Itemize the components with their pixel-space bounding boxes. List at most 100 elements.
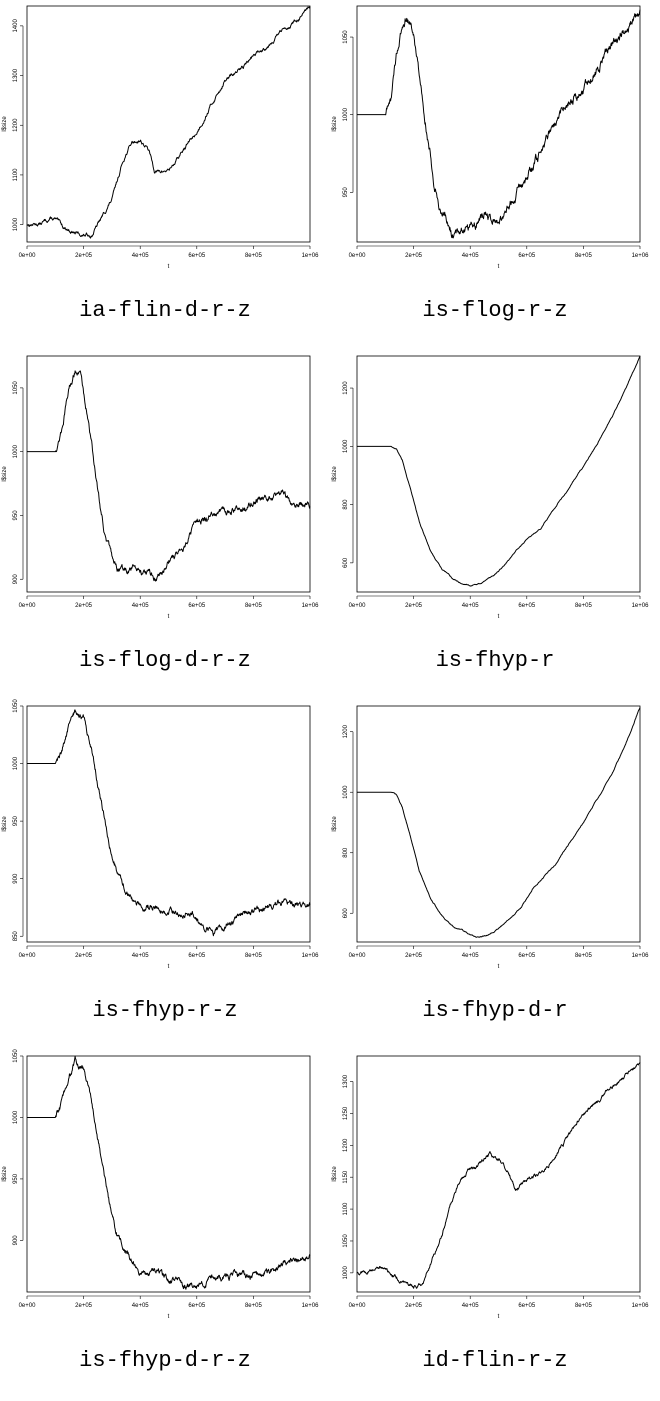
y-tick-label: 1250 (343, 1106, 349, 1120)
plot-frame (356, 5, 641, 243)
series-line (26, 370, 311, 582)
y-axis-title: l$size (2, 816, 8, 832)
series-line (356, 9, 641, 239)
chart-caption: is-fhyp-r (435, 648, 555, 673)
x-tick-label: 4e+05 (462, 953, 480, 959)
x-tick-label: 4e+05 (462, 603, 480, 609)
x-tick-label: 0e+00 (19, 253, 37, 259)
x-axis-title: t (498, 964, 500, 970)
chart-caption: is-flog-r-z (422, 298, 568, 323)
chart-svg: 0e+00 2e+05 4e+05 6e+05 8e+05 1e+06 900 950 1000… (2, 355, 320, 620)
x-tick-label: 8e+05 (575, 253, 593, 259)
x-axis-title: t (498, 614, 500, 620)
x-axis-title: t (168, 1314, 170, 1320)
x-tick-label: 8e+05 (575, 953, 593, 959)
chart-panel: 0e+00 2e+05 4e+05 6e+05 8e+05 1e+06 900 950 1000… (0, 1049, 330, 1400)
x-tick-label: 4e+05 (132, 953, 150, 959)
chart-caption: ia-flin-d-r-z (79, 298, 251, 323)
x-tick-label: 8e+05 (245, 603, 263, 609)
x-tick-label: 0e+00 (19, 1303, 37, 1309)
plot-frame (356, 1055, 641, 1293)
x-tick-label: 0e+00 (349, 1303, 367, 1309)
chart-panel: 0e+00 2e+05 4e+05 6e+05 8e+05 1e+06 1000 1050 11… (330, 1050, 660, 1400)
y-tick-label: 1000 (13, 444, 19, 458)
x-tick-label: 2e+05 (75, 253, 93, 259)
chart-panel: 0e+00 2e+05 4e+05 6e+05 8e+05 1e+06 850 900 950 1… (0, 699, 330, 1050)
x-tick-label: 0e+00 (19, 603, 37, 609)
plot-frame (356, 355, 641, 593)
y-tick-label: 800 (343, 499, 349, 510)
x-tick-label: 8e+05 (245, 1303, 263, 1309)
y-tick-label: 1300 (343, 1074, 349, 1088)
x-tick-label: 1e+06 (302, 953, 320, 959)
plot-frame (356, 705, 641, 943)
y-tick-label: 1400 (13, 19, 19, 33)
chart-svg: 0e+00 2e+05 4e+05 6e+05 8e+05 1e+06 1000 1100 12… (2, 5, 319, 270)
x-tick-label: 6e+05 (518, 1303, 536, 1309)
x-tick-label: 4e+05 (132, 253, 150, 259)
y-tick-label: 950 (13, 510, 19, 521)
plot-frame (26, 355, 311, 593)
chart-svg: 0e+00 2e+05 4e+05 6e+05 8e+05 1e+06 950 1000 105… (332, 5, 650, 270)
chart-caption: is-fhyp-d-r (422, 998, 568, 1023)
plot-frame (26, 1055, 311, 1293)
chart-panel: 0e+00 2e+05 4e+05 6e+05 8e+05 1e+06 900 950 1000… (0, 350, 330, 700)
plot-frame (26, 705, 311, 943)
y-tick-label: 950 (13, 1173, 19, 1184)
y-tick-label: 1000 (13, 217, 19, 231)
x-tick-label: 4e+05 (462, 1303, 480, 1309)
x-axis-title: t (498, 264, 500, 270)
x-tick-label: 1e+06 (632, 603, 650, 609)
y-tick-label: 1000 (343, 107, 349, 121)
y-tick-label: 600 (343, 557, 349, 568)
series-line (356, 707, 641, 938)
y-axis-title: l$size (332, 116, 338, 132)
chart-caption: is-fhyp-r-z (92, 998, 238, 1023)
chart-svg: 0e+00 2e+05 4e+05 6e+05 8e+05 1e+06 850 900 950 1… (2, 699, 320, 970)
chart-svg: 0e+00 2e+05 4e+05 6e+05 8e+05 1e+06 1000 1050 11… (332, 1055, 649, 1320)
x-tick-label: 4e+05 (132, 1303, 150, 1309)
x-tick-label: 2e+05 (75, 1303, 93, 1309)
y-tick-label: 1100 (343, 1202, 349, 1216)
y-tick-label: 950 (13, 815, 19, 826)
x-axis-title: t (168, 264, 170, 270)
y-tick-label: 1300 (13, 68, 19, 82)
y-tick-label: 1100 (13, 168, 19, 182)
y-tick-label: 900 (13, 873, 19, 884)
chart-svg: 0e+00 2e+05 4e+05 6e+05 8e+05 1e+06 600 800 1000… (332, 355, 650, 620)
x-tick-label: 6e+05 (188, 603, 206, 609)
x-tick-label: 6e+05 (188, 953, 206, 959)
x-tick-label: 2e+05 (75, 603, 93, 609)
y-tick-label: 600 (343, 908, 349, 919)
x-axis-title: t (498, 1314, 500, 1320)
x-tick-label: 1e+06 (302, 1303, 320, 1309)
chart-caption: is-fhyp-d-r-z (79, 1348, 251, 1373)
y-axis-title: l$size (2, 1166, 8, 1182)
x-tick-label: 0e+00 (349, 603, 367, 609)
y-tick-label: 1000 (13, 1110, 19, 1124)
y-tick-label: 1050 (13, 381, 19, 395)
chart-panel: 0e+00 2e+05 4e+05 6e+05 8e+05 1e+06 1000 1100 12… (0, 0, 330, 350)
x-tick-label: 1e+06 (302, 603, 320, 609)
x-tick-label: 8e+05 (575, 603, 593, 609)
x-tick-label: 6e+05 (518, 953, 536, 959)
y-axis-title: l$size (2, 116, 8, 132)
y-tick-label: 900 (13, 574, 19, 585)
x-tick-label: 6e+05 (188, 1303, 206, 1309)
x-tick-label: 4e+05 (132, 603, 150, 609)
x-tick-label: 1e+06 (632, 253, 650, 259)
x-tick-label: 0e+00 (349, 253, 367, 259)
x-tick-label: 8e+05 (245, 253, 263, 259)
series-line (356, 1062, 641, 1289)
series-line (356, 355, 641, 587)
chart-panel: 0e+00 2e+05 4e+05 6e+05 8e+05 1e+06 600 800 1000… (330, 350, 660, 700)
y-tick-label: 1050 (13, 1049, 19, 1063)
x-tick-label: 2e+05 (405, 1303, 423, 1309)
y-tick-label: 1000 (343, 1266, 349, 1280)
x-tick-label: 2e+05 (75, 953, 93, 959)
y-tick-label: 1000 (343, 439, 349, 453)
y-tick-label: 1050 (343, 1234, 349, 1248)
series-line (26, 1055, 311, 1290)
chart-svg: 0e+00 2e+05 4e+05 6e+05 8e+05 1e+06 900 950 1000… (2, 1049, 320, 1320)
x-tick-label: 6e+05 (518, 603, 536, 609)
